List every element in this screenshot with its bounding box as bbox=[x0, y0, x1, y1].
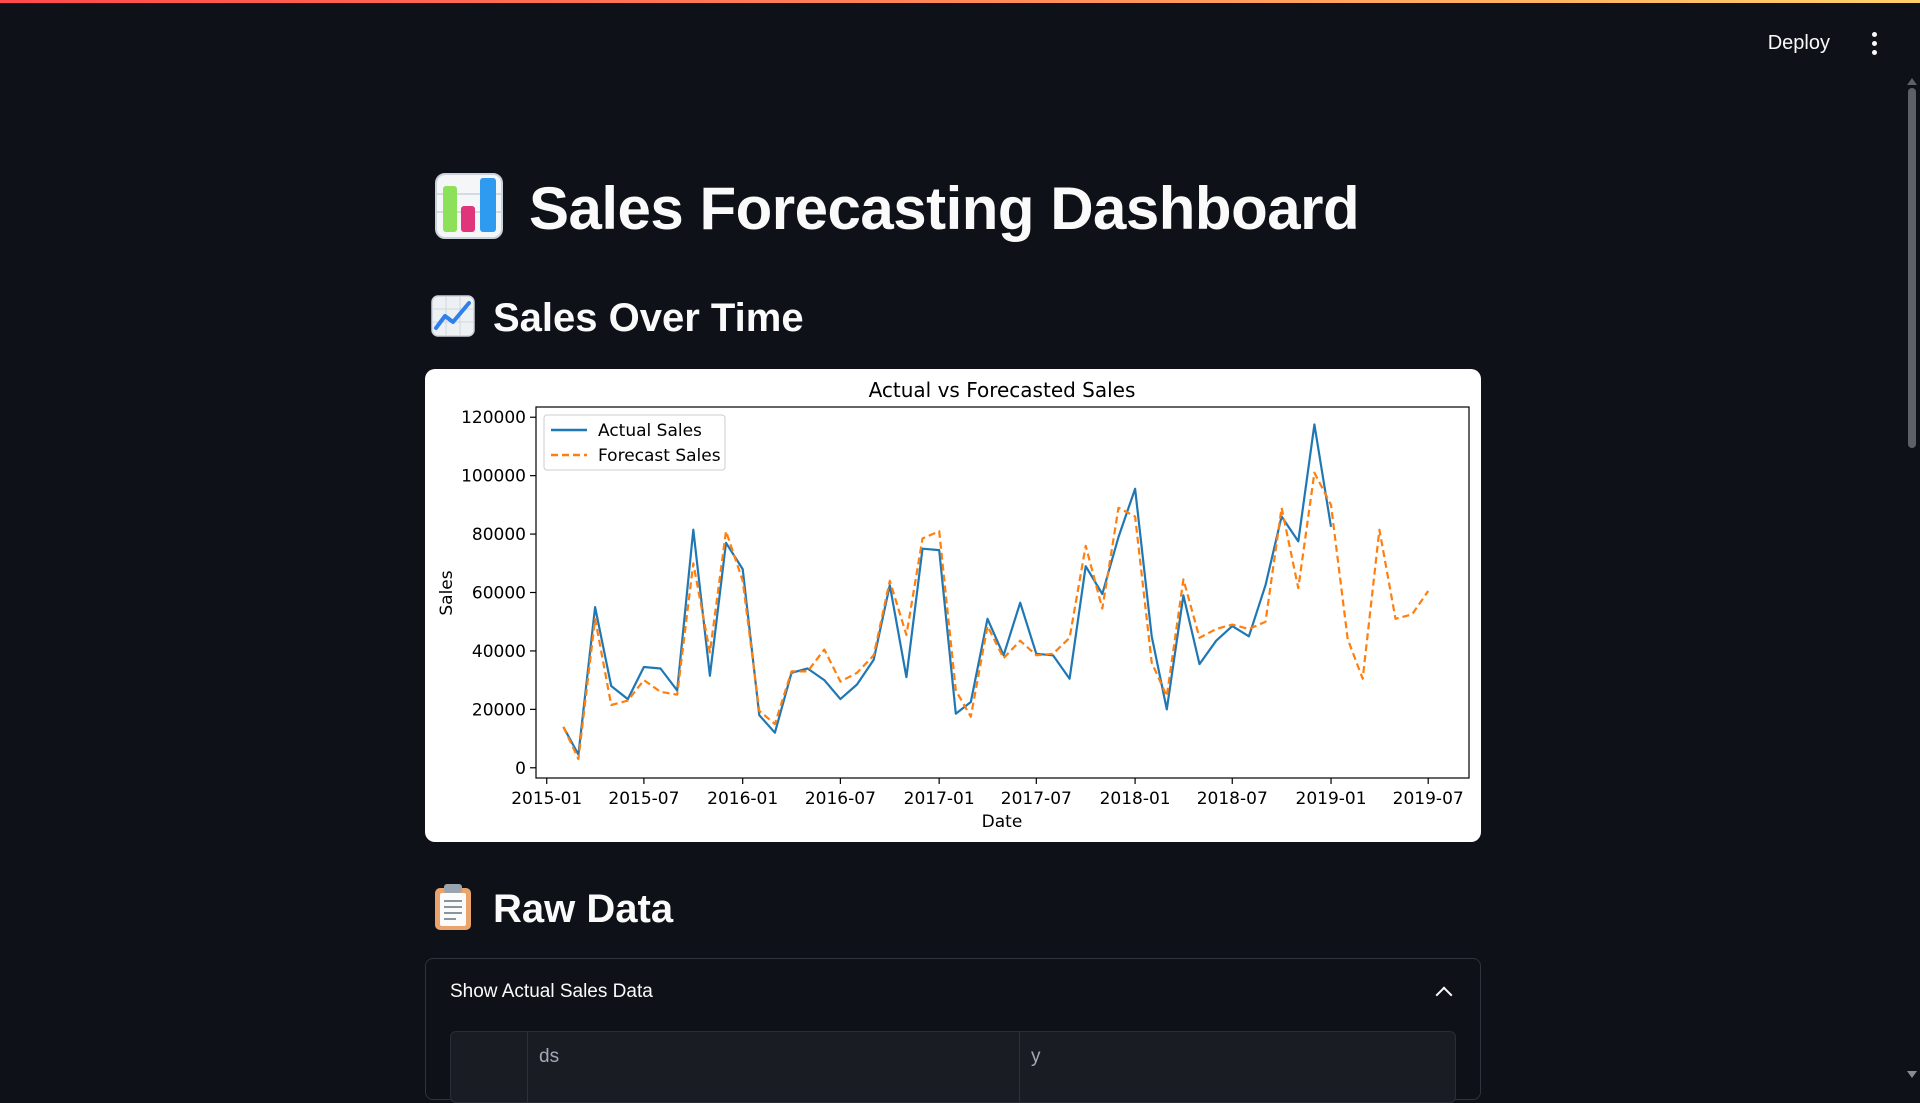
kebab-menu-icon[interactable] bbox=[1860, 27, 1888, 61]
legend-label-actual: Actual Sales bbox=[598, 421, 702, 441]
section-title: Sales Over Time bbox=[493, 296, 804, 340]
series-lines bbox=[562, 423, 1430, 761]
scroll-down-icon[interactable] bbox=[1907, 1071, 1917, 1078]
page-title-row: Sales Forecasting Dashboard bbox=[435, 172, 1360, 245]
column-header: y bbox=[1031, 1046, 1041, 1067]
legend-label-forecast: Forecast Sales bbox=[598, 446, 721, 466]
page-title: Sales Forecasting Dashboard bbox=[529, 175, 1360, 242]
x-tick-label: 2018-07 bbox=[1197, 789, 1268, 809]
bar-chart-icon bbox=[435, 172, 503, 245]
chart-title: Actual vs Forecasted Sales bbox=[869, 378, 1136, 402]
sales-chart: Actual vs Forecasted Sales 0 20000 40000 60… bbox=[437, 378, 1470, 832]
sales-chart-card: Actual vs Forecasted Sales 0 20000 40000 60… bbox=[425, 369, 1481, 842]
y-tick-label: 20000 bbox=[472, 700, 526, 720]
section-heading-sales: Sales Over Time bbox=[431, 294, 804, 343]
scrollbar-thumb[interactable] bbox=[1908, 88, 1916, 448]
section-heading-raw: Raw Data bbox=[431, 883, 673, 936]
x-tick-label: 2015-07 bbox=[608, 789, 679, 809]
raw-data-expander: Show Actual Sales Data ds y bbox=[425, 958, 1481, 1103]
x-tick-label: 2016-01 bbox=[707, 789, 778, 809]
y-tick-label: 40000 bbox=[472, 642, 526, 662]
data-table[interactable]: ds y bbox=[450, 1031, 1456, 1103]
x-tick-label: 2019-01 bbox=[1296, 789, 1367, 809]
top-accent-bar bbox=[0, 0, 1920, 3]
x-tick-label: 2016-07 bbox=[805, 789, 876, 809]
y-axis: 0 20000 40000 60000 80000 100000 120000 bbox=[461, 408, 536, 779]
scroll-up-icon[interactable] bbox=[1907, 78, 1917, 85]
y-tick-label: 100000 bbox=[461, 467, 526, 487]
y-axis-label: Sales bbox=[437, 570, 457, 615]
x-tick-label: 2019-07 bbox=[1393, 789, 1464, 809]
table-index-column bbox=[451, 1032, 528, 1102]
chart-legend: Actual Sales Forecast Sales bbox=[543, 414, 726, 471]
app-header-actions: Deploy bbox=[1764, 26, 1888, 61]
clipboard-icon bbox=[431, 883, 475, 936]
expander-toggle[interactable]: Show Actual Sales Data bbox=[450, 981, 653, 1002]
x-tick-label: 2017-07 bbox=[1001, 789, 1072, 809]
y-tick-label: 120000 bbox=[461, 408, 526, 428]
table-column-ds[interactable]: ds bbox=[527, 1032, 1020, 1102]
section-title: Raw Data bbox=[493, 887, 674, 931]
y-tick-label: 80000 bbox=[472, 525, 526, 545]
forecast-sales-line bbox=[562, 471, 1430, 761]
chart-increasing-icon bbox=[431, 294, 475, 343]
chevron-up-icon[interactable] bbox=[1435, 986, 1453, 1004]
x-axis-label: Date bbox=[982, 812, 1023, 832]
y-tick-label: 60000 bbox=[472, 584, 526, 604]
x-axis: 2015-01 2015-07 2016-01 2016-07 2017-01 2017-… bbox=[511, 778, 1464, 809]
x-tick-label: 2017-01 bbox=[904, 789, 975, 809]
actual-sales-line bbox=[562, 423, 1333, 756]
y-tick-label: 0 bbox=[515, 759, 526, 779]
x-tick-label: 2018-01 bbox=[1100, 789, 1171, 809]
column-header: ds bbox=[539, 1046, 560, 1067]
deploy-button[interactable]: Deploy bbox=[1764, 26, 1834, 61]
x-tick-label: 2015-01 bbox=[511, 789, 582, 809]
